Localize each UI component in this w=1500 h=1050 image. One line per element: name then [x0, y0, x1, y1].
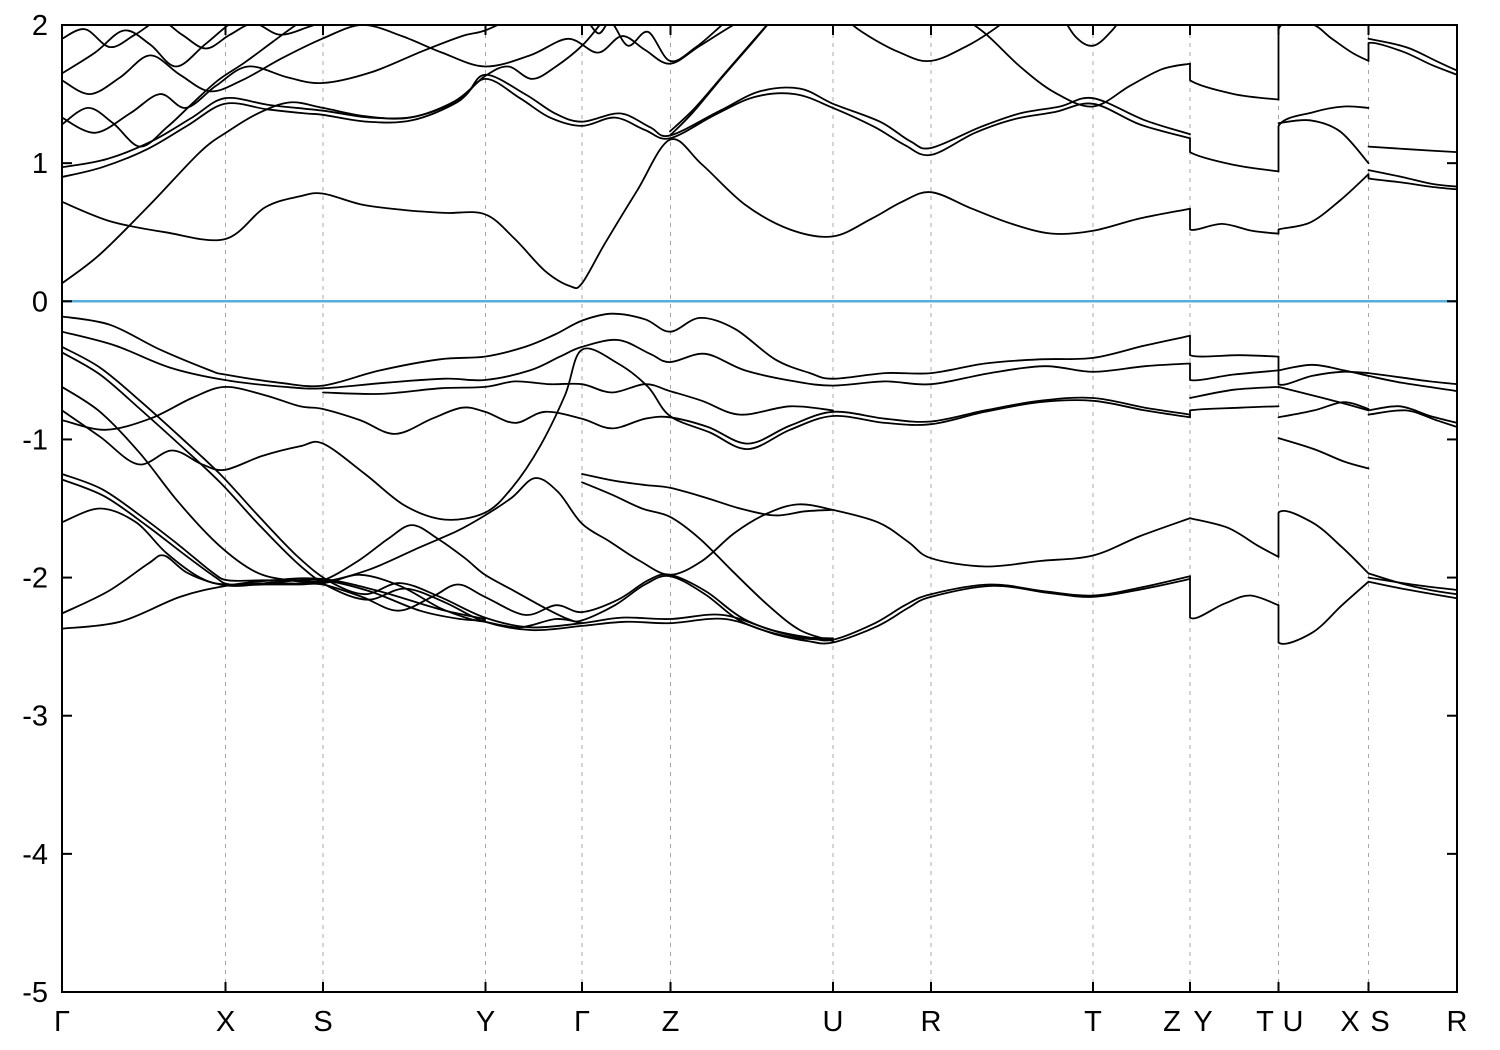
band-curve [62, 330, 1191, 390]
band-curve [62, 478, 834, 640]
k-point-label: X [1340, 1006, 1359, 1038]
y-tick-label: 1 [32, 148, 48, 180]
y-tick-label: -3 [22, 701, 48, 733]
band-curve [1277, 173, 1370, 235]
k-point-label: Z [662, 1006, 680, 1038]
y-tick-label: 0 [32, 286, 48, 318]
band-curve [1367, 41, 1457, 76]
band-curve [1367, 580, 1457, 600]
band-curve [1189, 517, 1280, 558]
band-curve [1277, 355, 1370, 386]
band-curve [62, 138, 1191, 290]
band-curves [62, 25, 1457, 645]
y-tick-label: -2 [22, 563, 48, 595]
y-tick-label: 2 [32, 10, 48, 42]
band-curve [581, 473, 834, 517]
band-curve [1277, 105, 1370, 173]
band-curve [1367, 409, 1457, 428]
band-curve [62, 77, 1191, 178]
band-curve [62, 25, 298, 148]
band-curve [322, 380, 834, 416]
band-curve [62, 346, 1191, 642]
k-point-gridlines [225, 25, 1369, 992]
k-point-label: R [921, 1006, 942, 1038]
band-curve [1367, 37, 1457, 72]
band-curve [62, 386, 1191, 584]
k-point-label: T [1084, 1006, 1102, 1038]
y-tick-label: -1 [22, 424, 48, 456]
band-curve [1277, 401, 1370, 419]
band-curve [589, 25, 724, 63]
band-curve [1189, 62, 1280, 101]
band-curve [1189, 137, 1280, 173]
k-point-label: Y [1193, 1006, 1212, 1038]
band-curve [62, 351, 1191, 645]
band-curve [62, 554, 486, 622]
k-point-label: Γ [574, 1006, 590, 1038]
band-curve [1367, 576, 1457, 591]
band-curve [1277, 386, 1370, 412]
plot-frame [61, 24, 1458, 993]
k-point-label: U [1283, 1006, 1304, 1038]
band-curve [1189, 362, 1280, 382]
y-axis-tick-labels: 2 1 0 -1 -2 -3 -4 -5 [22, 10, 48, 1009]
k-point-label: X [216, 1006, 235, 1038]
band-curve [851, 25, 1002, 63]
band-curve [1189, 575, 1280, 620]
band-curve [581, 481, 834, 642]
band-curve [1277, 363, 1370, 377]
band-curve [62, 347, 1191, 521]
band-curve [62, 25, 318, 50]
k-point-label: U [823, 1006, 844, 1038]
k-point-label: T [1256, 1006, 1274, 1038]
band-curve [972, 25, 1191, 108]
band-curve [62, 25, 230, 75]
band-curve [1367, 173, 1457, 191]
band-curve [1277, 580, 1370, 645]
band-curve [1189, 207, 1280, 235]
k-point-label: Γ [54, 1006, 70, 1038]
band-curve [1277, 119, 1370, 165]
band-curve [1367, 375, 1457, 392]
y-tick-label: -4 [22, 839, 48, 871]
band-curve [669, 25, 769, 133]
band-curve [62, 473, 834, 641]
band-curve [1367, 405, 1457, 424]
band-curve [1367, 145, 1457, 153]
band-curve [1066, 25, 1118, 47]
band-curve [1277, 437, 1370, 470]
band-curve [1367, 169, 1457, 188]
band-curve [1367, 372, 1457, 386]
band-curve [62, 385, 1191, 445]
plot-border [61, 24, 1458, 993]
band-curve [62, 312, 1191, 388]
k-point-label: R [1447, 1006, 1468, 1038]
band-curve [62, 577, 486, 630]
k-point-label: S [1370, 1006, 1389, 1038]
band-curve [1189, 405, 1280, 419]
y-tick-label: -5 [22, 977, 48, 1009]
band-curve [1277, 25, 1370, 101]
band-curve [1189, 386, 1280, 399]
band-curve [62, 507, 583, 629]
k-point-label: Y [476, 1006, 495, 1038]
axis-ticks [61, 24, 1458, 993]
band-curve [62, 25, 736, 96]
band-curve [62, 73, 1191, 169]
band-curve [1189, 334, 1280, 358]
k-point-label: S [313, 1006, 332, 1038]
band-curve [1367, 572, 1457, 596]
band-curve [1277, 510, 1370, 575]
band-curve [62, 25, 500, 134]
k-point-label: Z [1163, 1006, 1181, 1038]
